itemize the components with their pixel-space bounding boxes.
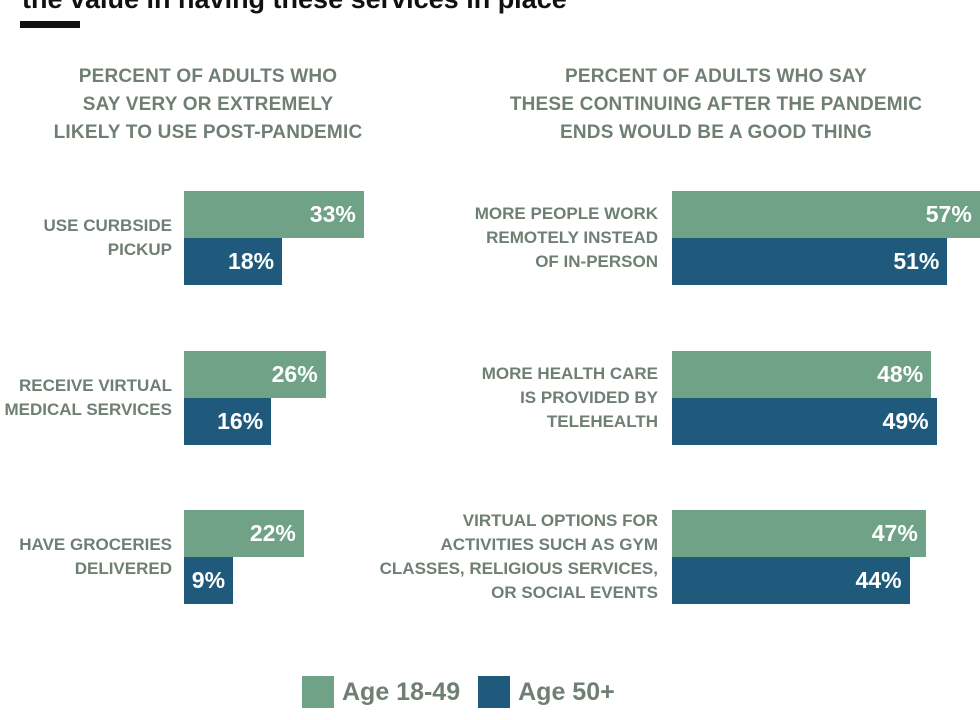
bar-value-label: 26%	[271, 361, 318, 387]
right-chart-title: PERCENT OF ADULTS WHO SAY THESE CONTINUIN…	[476, 63, 956, 147]
bar-age-50-plus: 44%	[672, 557, 910, 604]
category-label-line: OR SOCIAL EVENTS	[491, 583, 658, 602]
bar-value-label: 33%	[309, 201, 356, 227]
bar-age-18-49: 47%	[672, 510, 926, 557]
category-label-line: PICKUP	[107, 240, 172, 259]
category-label: USE CURBSIDE PICKUP	[0, 214, 172, 262]
category-label-line: ACTIVITIES SUCH AS GYM	[440, 535, 658, 554]
category-label-line: HAVE GROCERIES	[19, 535, 172, 554]
chart-title-line: PERCENT OF ADULTS WHO	[78, 66, 338, 87]
bar-value-label: 48%	[877, 361, 924, 387]
left-chart-title: PERCENT OF ADULTS WHO SAY VERY OR EXTREME…	[8, 63, 408, 147]
legend-swatch-age-50-plus	[478, 676, 511, 708]
category-label-line: OF IN-PERSON	[535, 252, 658, 271]
category-label: HAVE GROCERIES DELIVERED	[0, 533, 172, 581]
bar-value-label: 16%	[217, 408, 264, 434]
legend-label-age-18-49: Age 18-49	[342, 677, 461, 706]
bar-age-50-plus: 16%	[184, 398, 272, 445]
category-label-line: USE CURBSIDE	[43, 216, 172, 235]
bar-age-18-49: 22%	[184, 510, 304, 557]
bar-age-50-plus: 51%	[672, 238, 948, 285]
bar-value-label: 51%	[893, 248, 940, 274]
bar-age-18-49: 48%	[672, 351, 932, 398]
chart-title-line: LIKELY TO USE POST-PANDEMIC	[53, 122, 363, 143]
category-label-line: MORE HEALTH CARE	[481, 364, 658, 383]
category-label-line: IS PROVIDED BY	[520, 388, 658, 407]
category-label-line: TELEHEALTH	[546, 412, 658, 431]
bar-value-label: 22%	[249, 520, 296, 546]
category-label: RECEIVE VIRTUAL MEDICAL SERVICES	[0, 374, 172, 422]
chart-title-line: SAY VERY OR EXTREMELY	[82, 94, 334, 115]
chart-title-line: THESE CONTINUING AFTER THE PANDEMIC	[509, 94, 923, 115]
category-label-line: MORE PEOPLE WORK	[474, 204, 658, 223]
legend-label-age-50-plus: Age 50+	[518, 677, 615, 706]
bar-value-label: 49%	[882, 408, 929, 434]
bar-value-label: 18%	[228, 248, 275, 274]
bar-value-label: 44%	[855, 567, 902, 593]
category-label: VIRTUAL OPTIONS FOR ACTIVITIES SUCH AS GY…	[338, 509, 658, 605]
category-label-line: DELIVERED	[74, 559, 172, 578]
bar-value-label: 57%	[925, 201, 972, 227]
chart-title-line: PERCENT OF ADULTS WHO SAY	[565, 66, 867, 87]
category-label: MORE PEOPLE WORK REMOTELY INSTEAD OF IN-PE…	[338, 202, 658, 274]
category-label-line: MEDICAL SERVICES	[4, 400, 172, 419]
bar-age-18-49: 57%	[672, 191, 980, 238]
bar-value-label: 47%	[871, 520, 918, 546]
category-label-line: CLASSES, RELIGIOUS SERVICES,	[379, 559, 658, 578]
bar-age-50-plus: 18%	[184, 238, 283, 285]
bar-age-50-plus: 9%	[184, 557, 234, 604]
legend-swatch-age-18-49	[302, 676, 334, 708]
category-label-line: REMOTELY INSTEAD	[486, 228, 658, 247]
chart-title-line: ENDS WOULD BE A GOOD THING	[559, 122, 872, 143]
legend: Age 18-49 Age 50+	[302, 676, 633, 708]
title-rule	[20, 21, 80, 28]
bar-age-50-plus: 49%	[672, 398, 937, 445]
category-label-line: VIRTUAL OPTIONS FOR	[462, 511, 658, 530]
page-title: the value in having these services in pl…	[22, 0, 567, 15]
category-label-line: RECEIVE VIRTUAL	[18, 376, 172, 395]
bar-value-label: 9%	[191, 567, 226, 593]
bar-age-18-49: 33%	[184, 191, 364, 238]
bar-age-18-49: 26%	[184, 351, 326, 398]
category-label: MORE HEALTH CARE IS PROVIDED BY TELEHEALTH	[338, 362, 658, 434]
